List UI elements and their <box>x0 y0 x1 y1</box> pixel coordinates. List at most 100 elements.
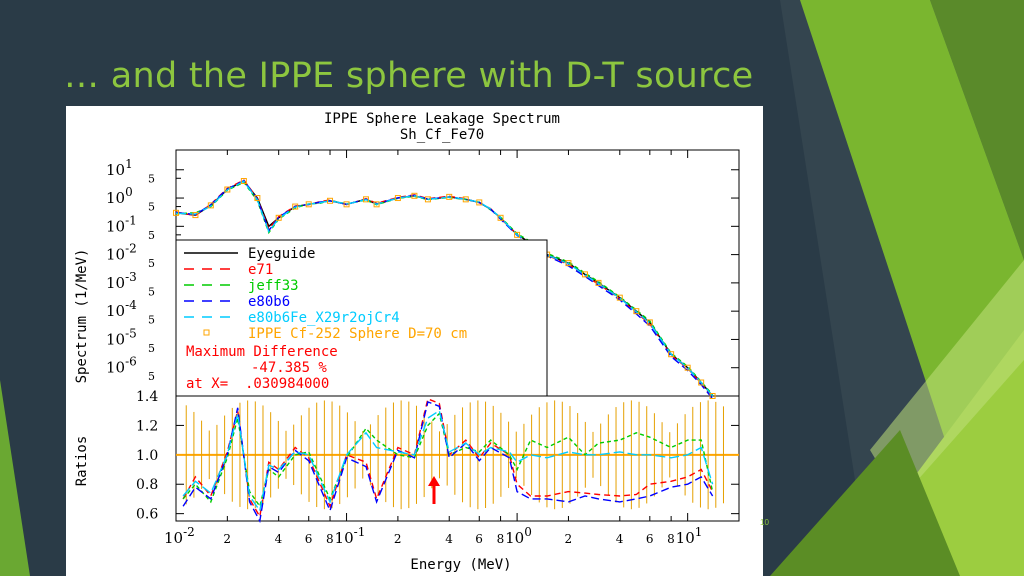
legend-label: e71 <box>248 262 273 278</box>
data-marker <box>446 193 453 200</box>
x-tick-label: 10-2 <box>164 525 195 547</box>
ratio-tick-label: 0.8 <box>136 477 158 493</box>
data-marker <box>709 393 716 399</box>
legend-label: jeff33 <box>248 278 299 294</box>
data-marker <box>373 201 380 208</box>
x-tick-label: 2 <box>394 532 402 546</box>
x-tick-label: 100 <box>505 525 532 547</box>
data-marker <box>362 196 369 203</box>
data-marker <box>698 379 705 386</box>
data-marker <box>254 195 261 202</box>
y-minor-label: 5 <box>148 201 155 214</box>
y-tick-label: 10-4 <box>106 298 137 320</box>
ratio-tick-label: 0.6 <box>136 507 158 523</box>
legend-box <box>175 239 548 397</box>
bottom-ticks: 10-2 2 4 6 8 10-1 2 4 6 8 100 2 4 6 8 1011.41.21.00.80.… <box>136 389 739 547</box>
y-tick-label: 10-5 <box>106 326 137 348</box>
ratio-line-0 <box>182 397 714 519</box>
green-facet-dark <box>770 430 960 576</box>
x-tick-label: 6 <box>305 532 313 546</box>
data-marker <box>224 186 231 193</box>
y-minor-label: 5 <box>148 285 155 298</box>
data-marker <box>192 212 199 219</box>
chart-title: IPPE Sphere Leakage Spectrum <box>324 111 560 127</box>
x-tick-label: 2 <box>564 532 572 546</box>
ratio-line-3 <box>182 409 714 513</box>
page-number: 10 <box>760 518 769 527</box>
slide-title: … and the IPPE sphere with D-T source <box>64 56 754 96</box>
x-tick-label: 6 <box>475 532 483 546</box>
data-marker <box>327 197 334 204</box>
y-minor-label: 5 <box>148 342 155 355</box>
data-marker <box>462 196 469 203</box>
data-marker <box>424 196 431 203</box>
y-tick-label: 10-1 <box>106 213 137 235</box>
difference-arrow <box>428 476 440 504</box>
data-marker <box>275 214 282 221</box>
x-tick-label: 4 <box>445 532 453 546</box>
x-tick-label: 4 <box>275 532 283 546</box>
y-minor-label: 5 <box>148 370 155 383</box>
series-line-4 <box>175 180 714 397</box>
chart-svg: IPPE Sphere Leakage Spectrum Sh_Cf_Fe70 … <box>74 111 740 573</box>
y-tick-label: 10-6 <box>106 355 137 377</box>
bottom-series-group <box>182 397 714 524</box>
x-tick-label: 4 <box>616 532 624 546</box>
y-minor-label: 5 <box>148 229 155 242</box>
x-tick-label: 2 <box>223 532 231 546</box>
max-diff-value: -47.385 % <box>251 360 327 376</box>
data-marker <box>292 203 299 210</box>
y-tick-label: 10-2 <box>106 242 137 264</box>
top-series-group <box>173 178 716 400</box>
x-tick-label: 6 <box>646 532 654 546</box>
x-axis-label: Energy (MeV) <box>410 557 511 573</box>
max-diff-x: at X= .030984000 <box>186 376 329 392</box>
data-marker <box>173 209 179 216</box>
data-marker <box>240 178 247 185</box>
legend-label: Eyeguide <box>248 246 315 262</box>
ratio-tick-label: 1.2 <box>136 418 158 434</box>
data-marker <box>616 294 623 301</box>
legend: Eyeguidee71jeff33e80b6e80b6Fe_X29r2ojCr4… <box>175 239 548 397</box>
data-marker <box>476 199 483 206</box>
data-marker <box>646 319 653 326</box>
x-tick-label: 8 <box>497 532 505 546</box>
data-marker <box>684 364 691 371</box>
x-tick-label: 8 <box>326 532 334 546</box>
data-marker <box>343 201 350 208</box>
data-marker <box>497 214 504 221</box>
data-marker <box>411 192 418 199</box>
data-marker <box>595 279 602 286</box>
y-minor-label: 5 <box>148 314 155 327</box>
ratio-tick-label: 1.4 <box>136 389 158 405</box>
x-tick-label: 8 <box>667 532 675 546</box>
x-tick-label: 101 <box>676 525 703 547</box>
data-marker <box>305 201 312 208</box>
green-facet-left <box>0 380 30 576</box>
data-marker <box>581 271 588 278</box>
ratio-tick-label: 1.0 <box>136 448 158 464</box>
data-marker <box>633 308 640 315</box>
data-marker <box>207 202 214 209</box>
legend-entries: Eyeguidee71jeff33e80b6e80b6Fe_X29r2ojCr4… <box>184 246 467 342</box>
legend-label: e80b6 <box>248 294 290 310</box>
legend-label: e80b6Fe_X29r2ojCr4 <box>248 310 400 326</box>
chart-panel: IPPE Sphere Leakage Spectrum Sh_Cf_Fe70 … <box>66 106 763 576</box>
green-facet-light <box>870 260 1024 500</box>
y-minor-label: 5 <box>148 172 155 185</box>
data-marker <box>565 260 572 267</box>
y-tick-label: 100 <box>106 185 133 207</box>
y-axis-label-bottom: Ratios <box>74 436 90 487</box>
y-tick-label: 101 <box>106 157 133 179</box>
legend-label: IPPE Cf-252 Sphere D=70 cm <box>248 326 467 342</box>
data-marker <box>668 351 675 358</box>
data-marker <box>394 195 401 202</box>
max-diff-label: Maximum Difference <box>186 344 338 360</box>
chart-subtitle: Sh_Cf_Fe70 <box>400 127 484 143</box>
y-axis-label-top: Spectrum (1/MeV) <box>74 249 90 384</box>
legend-marker <box>203 329 210 336</box>
x-tick-label: 10-1 <box>335 525 366 547</box>
ratio-line-2 <box>182 400 714 524</box>
y-tick-label: 10-3 <box>106 270 137 292</box>
y-minor-label: 5 <box>148 257 155 270</box>
